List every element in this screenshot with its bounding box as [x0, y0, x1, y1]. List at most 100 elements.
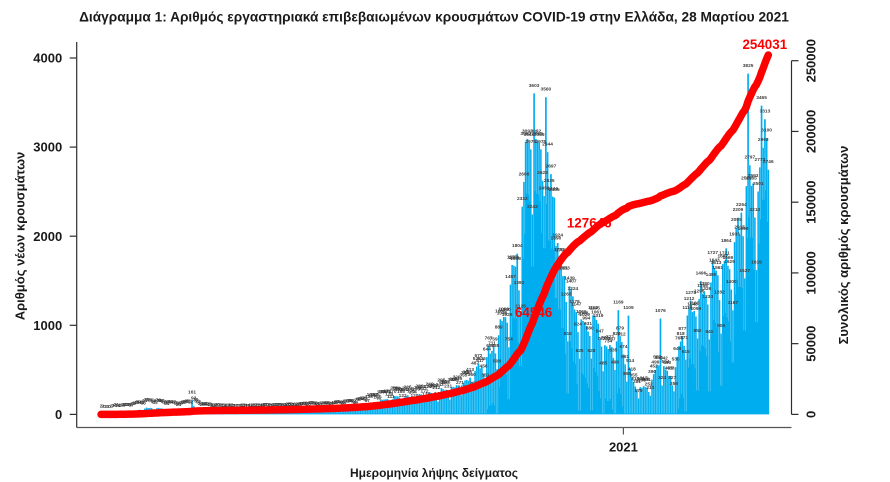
bar-value-label: 165	[397, 389, 405, 395]
bar-value-label: 179	[635, 388, 643, 394]
bar-value-label: 30	[299, 401, 305, 407]
bar-value-label: 499	[611, 359, 619, 365]
bar-value-label: 282	[439, 379, 447, 385]
bar-value-label: 1048	[497, 311, 508, 317]
bar-value-label: 994	[582, 315, 590, 321]
bar-value-label: 327	[668, 375, 676, 381]
bar-value-label: 131	[367, 392, 375, 398]
y-left-tick-label: 2000	[33, 229, 62, 244]
bar-value-label: 2	[101, 404, 104, 410]
bar-value-label: 43	[173, 400, 179, 406]
bar-value-label: 37	[319, 401, 325, 407]
bar-value-label: 2773	[755, 157, 766, 163]
bar-value-label: 202	[394, 386, 402, 392]
bar-value-label: 377	[464, 370, 472, 376]
bar-value-label: 249	[426, 382, 434, 388]
bar-value-label: 21	[277, 402, 283, 408]
bar-value-label: 615	[682, 349, 690, 355]
bar-value-label: 14	[242, 403, 248, 409]
bar-value-label: 2	[100, 404, 103, 410]
bar-value-label: 31	[203, 401, 209, 407]
bar-value-label: 2608	[519, 172, 530, 178]
bar-value-label: 1324	[568, 286, 579, 292]
bar-value-label: 771	[680, 335, 688, 341]
bar-value-label: 34	[164, 401, 170, 407]
bar-value-label: 48	[338, 400, 344, 406]
bar-value-label: 198	[412, 386, 420, 392]
bar-value-label: 2209	[733, 207, 744, 213]
bar-value-label: 47	[171, 400, 177, 406]
bar-value-label: 7	[236, 403, 239, 409]
bar-value-label: 1804	[512, 243, 523, 249]
bar-value-label: 11	[245, 403, 250, 409]
bar-value-label: 2697	[546, 164, 557, 170]
bar-value-label: 2243	[527, 204, 538, 210]
bar-value-label: 841	[705, 329, 713, 335]
bar-value-label: 360	[468, 372, 476, 378]
bar-value-label: 17	[129, 402, 135, 408]
bar-value-label: 73	[156, 397, 162, 403]
bar-value-label: 734	[604, 339, 612, 345]
bar-value-label: 27	[205, 401, 211, 407]
bar-value-label: 2593	[748, 173, 759, 179]
bar-value-label: 1553	[559, 266, 570, 272]
bar-value-label: 674	[619, 344, 627, 350]
bar-value-label: 243	[436, 382, 444, 388]
bar-value-label: 41	[309, 400, 315, 406]
bar-value-label: 22	[274, 402, 280, 408]
bar-value-label: 1019	[593, 313, 604, 319]
bar-value-label: 30	[130, 401, 136, 407]
bar-value-label: 1561	[712, 265, 723, 271]
bar-value-label: 1999	[738, 226, 749, 232]
bar-value-label: 1457	[505, 274, 516, 280]
bar-value-label: 43	[307, 400, 313, 406]
bar-value-label: 812	[618, 332, 626, 338]
bar-value-label: 43	[331, 400, 337, 406]
bar-value-label: 413	[466, 367, 474, 373]
bar-value-label: 490	[663, 360, 671, 366]
bar-value-label: 20	[215, 402, 221, 408]
bar-value-label: 252	[645, 381, 653, 387]
bar-value-label: 54	[351, 399, 357, 405]
bar-value-label: 759	[490, 336, 498, 342]
bar-value-label: 2535	[544, 178, 555, 184]
bar-value-label: 38	[141, 401, 147, 407]
y-right-tick-label: 50000	[804, 326, 819, 362]
bar-value-label: 1090	[500, 307, 511, 313]
bar-value-label: 3049	[524, 132, 535, 138]
bar-value-label: 21	[208, 402, 214, 408]
bar-value-label: 23	[124, 402, 130, 408]
cumulative-total-line	[97, 51, 773, 419]
bar-value-label: 78	[193, 397, 199, 403]
bar-value-label: 12	[230, 403, 236, 409]
bar-value-label: 1234	[702, 294, 713, 300]
bar-value-label: 1924	[552, 232, 563, 238]
bar-value-label: 1110	[682, 305, 692, 311]
bar-value-label: 301	[643, 377, 651, 383]
bar-value-label: 1076	[655, 308, 666, 314]
bar-value-label: 161	[188, 390, 196, 396]
bar-value-label: 1178	[569, 299, 580, 305]
bar-value-label: 52	[188, 399, 194, 405]
bar-value-label: 1677	[507, 254, 518, 260]
bar-value-label: 1109	[623, 305, 634, 311]
bar-value-label: 847	[596, 328, 604, 334]
bar-value-label: 1167	[728, 300, 739, 306]
bar-value-label: 762	[597, 336, 605, 342]
bar-value-label: 206	[390, 386, 398, 392]
bar-value-label: 21	[127, 402, 133, 408]
bar-value-label: 355	[630, 372, 638, 378]
bar-value-label: 51	[336, 399, 342, 405]
bar-value-label: 14	[226, 403, 232, 409]
bar-value-label: 281	[633, 379, 641, 385]
bar-value-label: 1613	[711, 260, 722, 266]
bar-value-label: 1148	[687, 302, 698, 308]
bar-value-label: 211	[414, 385, 422, 391]
bar-value-label: 3100	[761, 128, 772, 134]
bar-value-label: 10	[233, 403, 239, 409]
bar-value-label: 173	[407, 388, 415, 394]
bar-value-label: 1093	[498, 307, 509, 313]
bar-value-label: 2944	[542, 142, 553, 148]
bar-value-label: 1066	[576, 309, 587, 315]
bar-value-label: 271	[456, 380, 464, 386]
